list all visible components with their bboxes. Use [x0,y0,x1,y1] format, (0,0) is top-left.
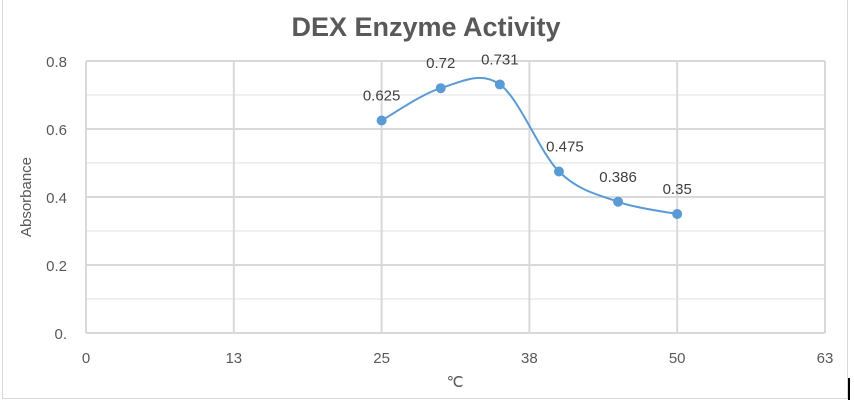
x-tick-label: 50 [669,350,686,367]
y-tick-label: 0.4 [46,190,67,207]
data-label: 0.731 [481,51,519,68]
x-tick-label: 25 [373,350,390,367]
gridlines [85,60,826,334]
y-tick-label: 0.2 [46,258,67,275]
data-label: 0.625 [363,88,401,105]
data-label: 0.35 [663,181,692,198]
data-point [613,196,624,207]
data-point [553,166,564,177]
y-axis-label: Absorbance [18,157,35,237]
x-tick-label: 63 [817,350,834,367]
x-tick-label: 13 [225,350,242,367]
y-tick-label: 0.6 [46,122,67,139]
data-point [672,209,683,219]
data-label: 0.475 [546,139,584,156]
y-tick-label: 0.8 [46,54,67,71]
chart-title: DEX Enzyme Activity [291,12,560,42]
text-cursor [848,378,850,400]
x-tick-label: 38 [521,350,538,367]
x-tick-label: 0 [82,350,90,367]
x-axis-label: ℃ [447,374,464,391]
data-label: 0.72 [426,55,455,72]
data-points: 0.625 0.72 0.731 0.475 0.386 0.35 [363,51,692,219]
data-point [376,115,387,126]
y-tick-label: 0. [54,326,67,343]
axis-ticks: 0.8 0.6 0.4 0.2 0. 0 13 25 38 50 63 [46,54,833,367]
data-label: 0.386 [599,169,637,186]
data-point [435,83,446,94]
data-point [494,79,505,90]
